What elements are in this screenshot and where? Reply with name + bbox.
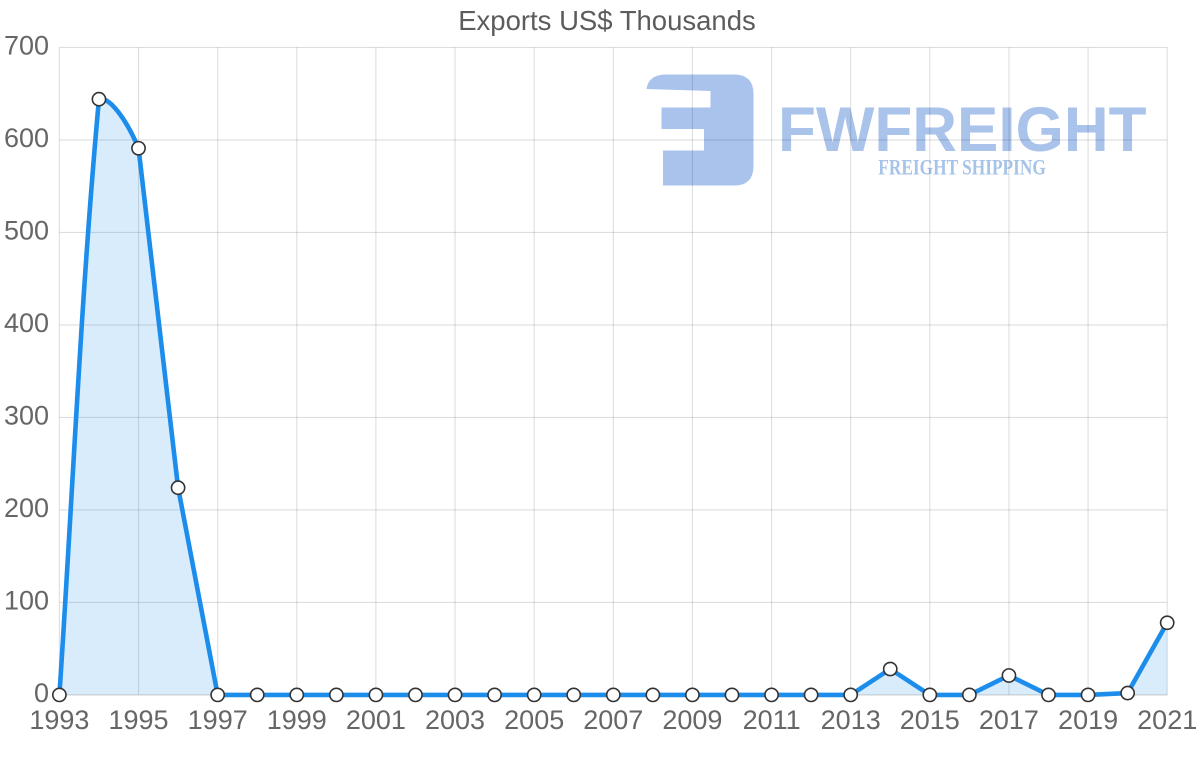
svg-text:2005: 2005: [504, 705, 564, 735]
svg-text:1999: 1999: [267, 705, 327, 735]
svg-text:2017: 2017: [979, 705, 1039, 735]
svg-text:300: 300: [4, 401, 49, 431]
svg-text:2003: 2003: [425, 705, 485, 735]
svg-text:1995: 1995: [108, 705, 168, 735]
svg-text:200: 200: [4, 493, 49, 523]
svg-text:2011: 2011: [743, 705, 801, 735]
svg-text:FWFREIGHT: FWFREIGHT: [778, 95, 1147, 165]
svg-text:2015: 2015: [900, 705, 960, 735]
svg-text:100: 100: [4, 586, 49, 616]
svg-text:1993: 1993: [29, 705, 89, 735]
svg-text:2021: 2021: [1137, 705, 1197, 735]
svg-text:600: 600: [4, 123, 49, 153]
svg-text:2007: 2007: [583, 705, 643, 735]
svg-text:2009: 2009: [662, 705, 722, 735]
svg-text:400: 400: [4, 308, 49, 338]
svg-text:2019: 2019: [1058, 705, 1118, 735]
svg-text:0: 0: [34, 678, 49, 708]
svg-text:Exports US$ Thousands: Exports US$ Thousands: [458, 5, 756, 36]
svg-text:500: 500: [4, 216, 49, 246]
svg-text:FREIGHT SHIPPING: FREIGHT SHIPPING: [878, 155, 1046, 180]
svg-text:2013: 2013: [821, 705, 881, 735]
svg-text:700: 700: [4, 31, 49, 61]
svg-text:1997: 1997: [188, 705, 248, 735]
svg-text:2001: 2001: [346, 705, 406, 735]
